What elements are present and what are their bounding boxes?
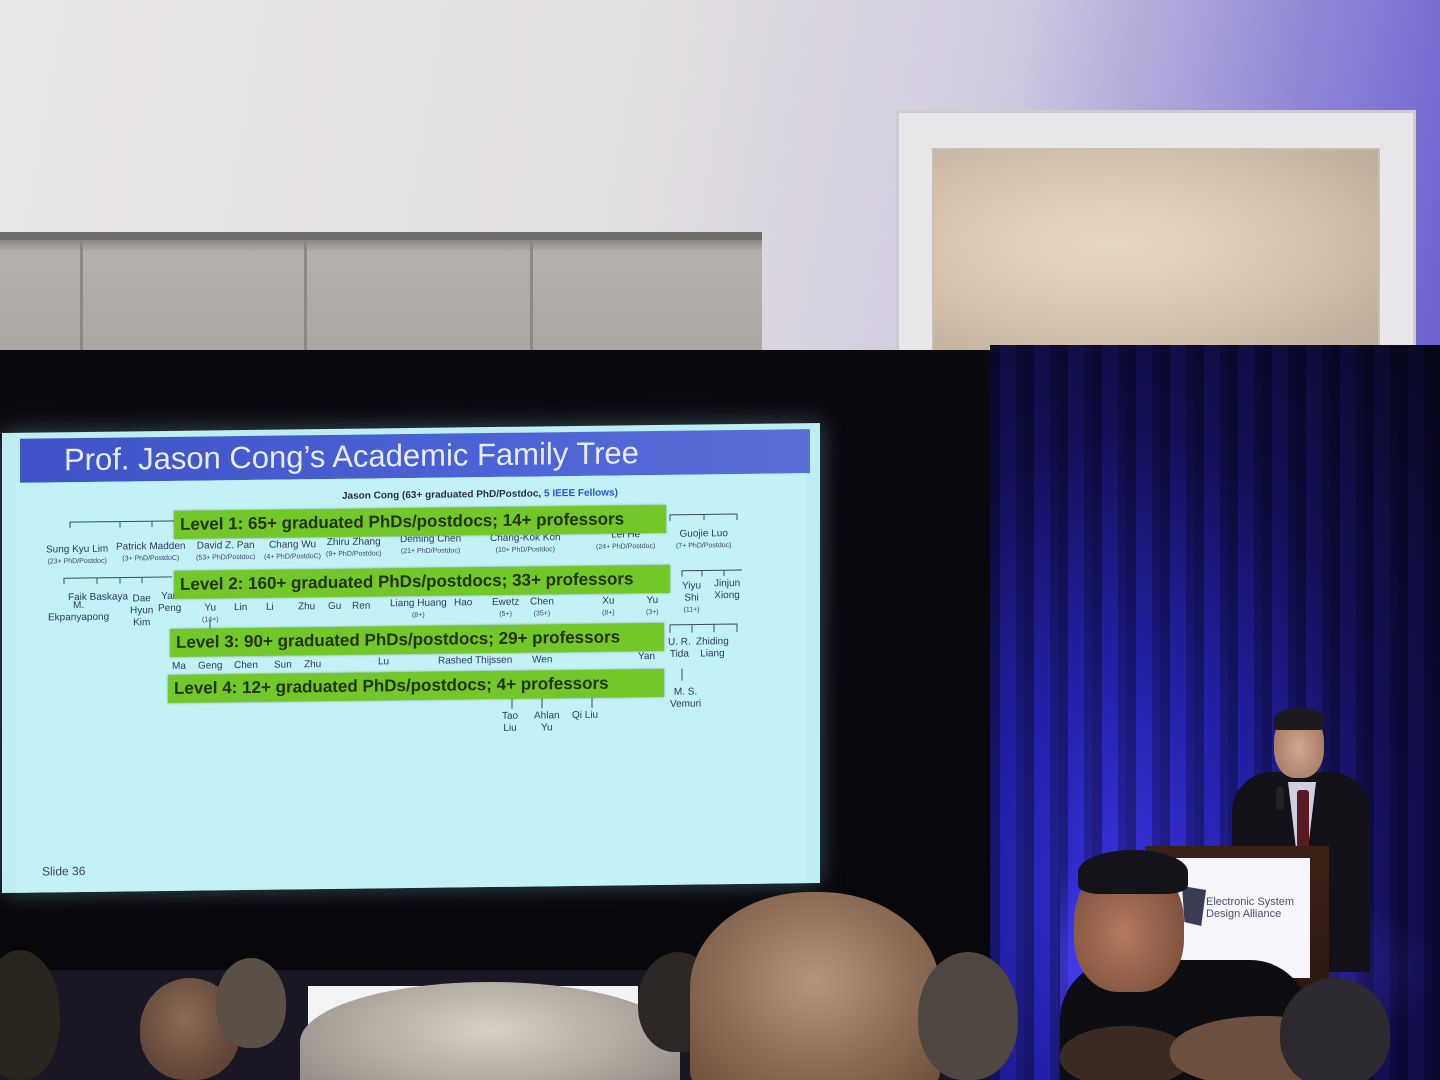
- audience-head: [690, 892, 940, 1080]
- tree-node: Gu: [328, 600, 342, 613]
- tree-node: Guojie Luo (7+ PhD/Postdoc): [676, 528, 732, 550]
- tree-node: Yan: [638, 651, 656, 663]
- tree-node: Faik Baskaya: [68, 591, 129, 604]
- tree-node: Ma: [172, 660, 186, 672]
- standing-man-hair: [1078, 850, 1188, 894]
- tree-node: Deming Chen (21+ PhD/Postdoc): [400, 533, 462, 556]
- level-1-banner: Level 1: 65+ graduated PhDs/postdocs; 14…: [174, 504, 666, 539]
- tree-node: Ewetz (5+): [492, 596, 520, 618]
- audience-head: [1060, 1026, 1190, 1080]
- tree-node: Geng: [198, 660, 223, 672]
- tree-node: Chen (35+): [530, 596, 554, 618]
- tree-node: Li: [266, 601, 274, 613]
- tree-node: Liang Huang (8+): [390, 597, 447, 619]
- family-tree-connectors: [63, 513, 742, 709]
- audience-head: [918, 952, 1018, 1080]
- tree-node: Xu (8+): [602, 595, 615, 617]
- panel-seam: [80, 240, 83, 360]
- audience-head: [0, 950, 60, 1080]
- podium-sign-text: Electronic System Design Alliance: [1206, 896, 1295, 920]
- wood-wall-panel: [0, 232, 762, 362]
- tree-node: Wen: [532, 654, 553, 666]
- frosted-door-glass: [932, 148, 1380, 360]
- panel-seam: [304, 240, 307, 360]
- tree-node: Sung Kyu Lim (23+ PhD/Postdoc): [46, 543, 109, 566]
- tree-node: Patrick Madden (3+ PhD/PostdoC): [116, 540, 186, 563]
- panel-seam: [530, 240, 533, 360]
- tree-node: Zhiding Liang: [696, 636, 729, 660]
- tree-node: Yiyu Shi (11+): [682, 580, 702, 614]
- tree-node: Zhu: [298, 601, 316, 613]
- tree-node: Lu: [378, 656, 390, 668]
- tree-node: Yu (3+): [646, 594, 659, 617]
- slide-number: Slide 36: [42, 863, 86, 879]
- tree-node: Chang-Kok Koh (10+ PhD/Postdoc): [490, 532, 561, 554]
- projected-slide: Prof. Jason Cong’s Academic Family Tree …: [2, 423, 820, 893]
- tree-node: Rashed Thijssen: [438, 654, 513, 667]
- tree-node: Chang Wu (4+ PhD/PostdoC): [264, 539, 321, 561]
- audience-head: [1280, 978, 1390, 1080]
- tree-node: David Z. Pan (53+ PhD/Postdoc): [196, 539, 256, 562]
- speaker-tie: [1297, 790, 1309, 848]
- tree-node: U. R. Tida: [668, 636, 691, 660]
- tree-node: Chen: [234, 659, 258, 672]
- tree-node: Jinjun Xiong: [714, 577, 741, 602]
- microphone: [1276, 786, 1284, 810]
- root-highlight: 5 IEEE Fellows): [544, 487, 618, 500]
- tree-node: Tao Liu: [502, 710, 519, 734]
- audience-head: [300, 982, 680, 1080]
- esda-logo-icon: [1182, 886, 1206, 926]
- speaker-hair: [1274, 708, 1324, 730]
- tree-node: Qi Liu: [572, 709, 599, 722]
- tree-node: Ren: [352, 600, 371, 612]
- tree-node: Zhu: [304, 659, 322, 671]
- tree-node: Dae Hyun Kim: [130, 593, 154, 629]
- tree-node: Zhiru Zhang (9+ PhD/Postdoc): [326, 536, 382, 559]
- tree-node: Lin: [234, 601, 248, 614]
- root-detail: (63+ graduated PhD/Postdoc,: [402, 488, 542, 502]
- tree-node: Ahlan Yu: [534, 710, 560, 734]
- tree-node: Yu (14+): [202, 602, 219, 624]
- tree-node: Hao: [454, 597, 473, 609]
- tree-node: M. S. Vemuri: [670, 686, 702, 710]
- tree-node: Sun: [274, 659, 292, 671]
- audience-head: [216, 958, 286, 1048]
- root-name: Jason Cong: [342, 490, 400, 502]
